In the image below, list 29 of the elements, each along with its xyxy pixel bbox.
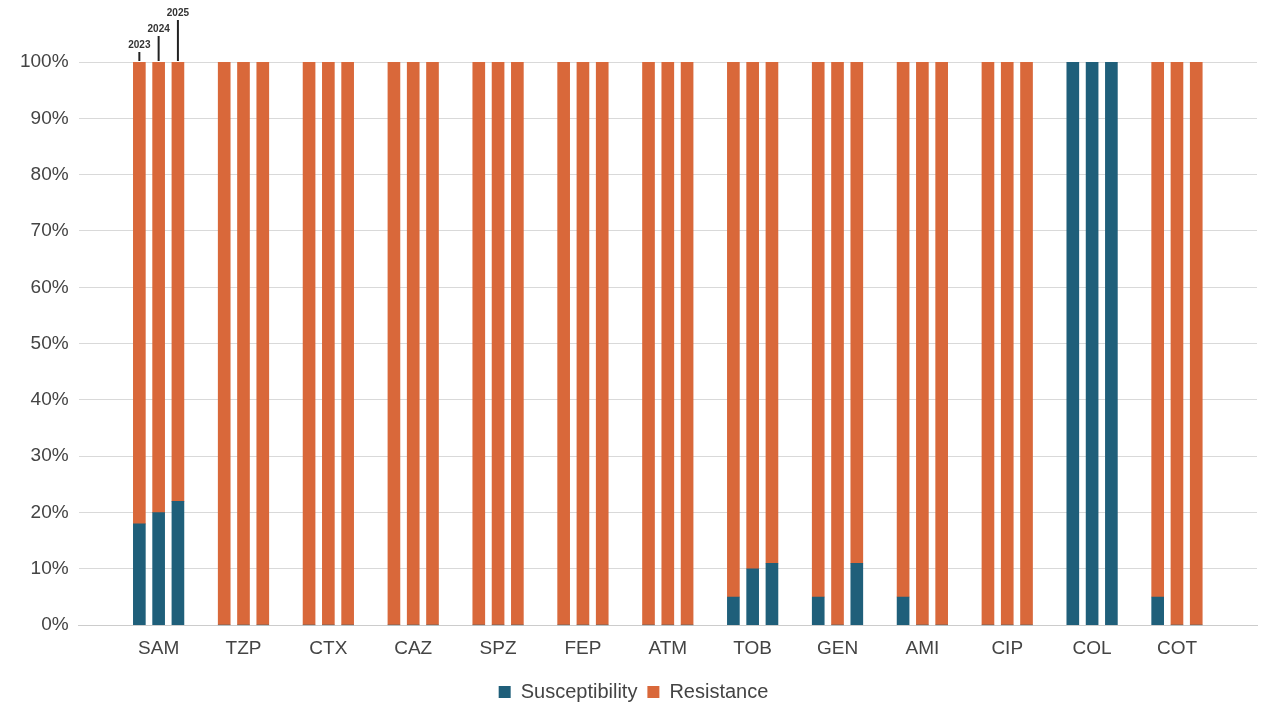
x-tick-label: CTX — [309, 636, 348, 658]
y-tick-label: 60% — [30, 275, 69, 297]
x-tick-label: ATM — [648, 636, 688, 658]
text: 2024 — [147, 22, 171, 34]
y-tick-label: 100% — [19, 50, 69, 72]
x-tick-label: FEP — [564, 636, 602, 658]
x-tick-label: COL — [1072, 636, 1112, 658]
x-tick-label: SAM — [138, 636, 180, 658]
y-tick-label: 30% — [30, 444, 69, 466]
y-tick-label: 70% — [30, 219, 69, 241]
y-tick-label: 40% — [30, 388, 69, 410]
x-tick-label: TOB — [733, 636, 773, 658]
legend-label: Resistance — [669, 679, 769, 702]
x-tick-label: TZP — [225, 636, 262, 658]
y-tick-label: 10% — [30, 557, 69, 579]
y-tick-label: 80% — [30, 162, 69, 184]
x-tick-label: CIP — [991, 636, 1024, 658]
text: 2025 — [166, 6, 190, 18]
y-tick-label: 90% — [30, 106, 69, 128]
y-tick-label: 20% — [30, 500, 69, 522]
y-tick-label: 0% — [41, 613, 69, 635]
x-tick-label: CAZ — [394, 636, 433, 658]
text: 2023 — [128, 38, 151, 50]
x-tick-label: GEN — [816, 636, 859, 658]
x-tick-label: COT — [1156, 636, 1198, 658]
legend-label: Susceptibility — [520, 679, 638, 702]
y-tick-label: 50% — [30, 331, 69, 353]
x-tick-label: AMI — [905, 636, 940, 658]
x-tick-label: SPZ — [479, 636, 517, 658]
